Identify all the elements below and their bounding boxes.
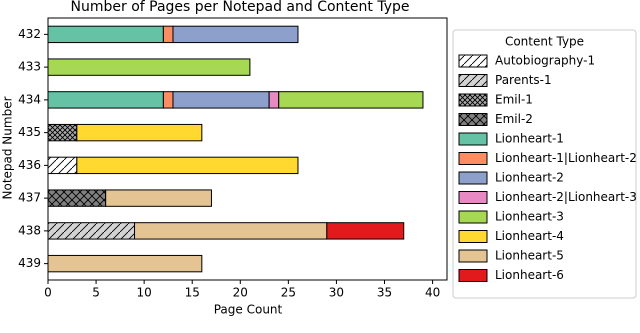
plot-frame xyxy=(47,17,448,281)
x-tick-label: 0 xyxy=(44,286,52,300)
x-axis-label: Page Count xyxy=(214,303,283,317)
bar-segment xyxy=(47,254,203,273)
y-tick-label: 433 xyxy=(18,60,41,74)
legend-label: Emil-2 xyxy=(495,112,533,126)
legend-label: Parents-1 xyxy=(495,73,552,87)
legend-swatch xyxy=(458,210,488,224)
legend-label: Emil-1 xyxy=(495,93,533,107)
y-tick-label: 432 xyxy=(18,27,41,41)
legend-swatch xyxy=(458,93,488,107)
bar-segment xyxy=(172,25,299,44)
bar-segment xyxy=(278,91,424,109)
bar-segment xyxy=(47,222,136,240)
legend-swatch xyxy=(458,132,488,146)
x-tick-label: 35 xyxy=(377,286,392,300)
legend-label: Lionheart-5 xyxy=(495,249,564,263)
x-tick-label: 15 xyxy=(185,286,200,300)
y-tick-label: 436 xyxy=(18,158,41,172)
bar-segment xyxy=(47,156,78,175)
y-tick-label: 434 xyxy=(18,92,41,106)
bar-segment xyxy=(172,91,270,109)
legend-label: Lionheart-1|Lionheart-2 xyxy=(495,151,637,165)
legend-label: Lionheart-4 xyxy=(495,229,564,243)
legend-label: Autobiography-1 xyxy=(495,54,595,68)
legend-swatch xyxy=(458,249,488,263)
legend: Content Type Autobiography-1 Parents-1 Emil… xyxy=(452,29,637,299)
legend-label: Lionheart-3 xyxy=(495,210,564,224)
x-tick-label: 25 xyxy=(281,286,296,300)
legend-swatch xyxy=(458,113,488,126)
bar-segment xyxy=(47,58,251,76)
legend-swatch xyxy=(458,191,488,204)
y-tick-label: 438 xyxy=(18,223,41,237)
legend-swatch xyxy=(458,230,488,243)
legend-label: Lionheart-2 xyxy=(495,171,564,185)
bar-segment xyxy=(47,25,164,44)
x-tick-label: 5 xyxy=(92,286,100,300)
bar-segment xyxy=(47,123,78,142)
bar-segment xyxy=(134,222,328,240)
legend-swatch xyxy=(458,152,488,165)
bar-segment xyxy=(76,156,299,175)
x-tick-label: 10 xyxy=(137,286,152,300)
legend-label: Lionheart-2|Lionheart-3 xyxy=(495,190,637,204)
x-tick-label: 40 xyxy=(425,286,440,300)
legend-label: Lionheart-6 xyxy=(495,268,564,282)
y-axis-label: Notepad Number xyxy=(1,96,15,199)
bar-segment xyxy=(76,123,203,142)
bar-segment xyxy=(47,189,107,207)
legend-label: Lionheart-1 xyxy=(495,132,564,146)
bar-segment xyxy=(162,91,174,109)
bar-segment xyxy=(162,25,174,44)
y-tick-label: 439 xyxy=(18,256,41,270)
bar-segment xyxy=(47,91,164,109)
bar-segment xyxy=(326,222,405,240)
legend-swatch xyxy=(458,74,488,87)
x-tick-label: 30 xyxy=(329,286,344,300)
y-tick-label: 435 xyxy=(18,125,41,139)
legend-swatch xyxy=(458,54,488,68)
y-tick-label: 437 xyxy=(18,191,41,205)
legend-title: Content Type xyxy=(505,35,584,49)
legend-swatch xyxy=(458,171,488,185)
x-tick-label: 20 xyxy=(233,286,248,300)
bar-segment xyxy=(268,91,280,109)
bar-segment xyxy=(105,189,212,207)
legend-swatch xyxy=(458,269,488,282)
legend-frame xyxy=(452,29,637,299)
chart-title: Number of Pages per Notepad and Content … xyxy=(71,0,410,15)
